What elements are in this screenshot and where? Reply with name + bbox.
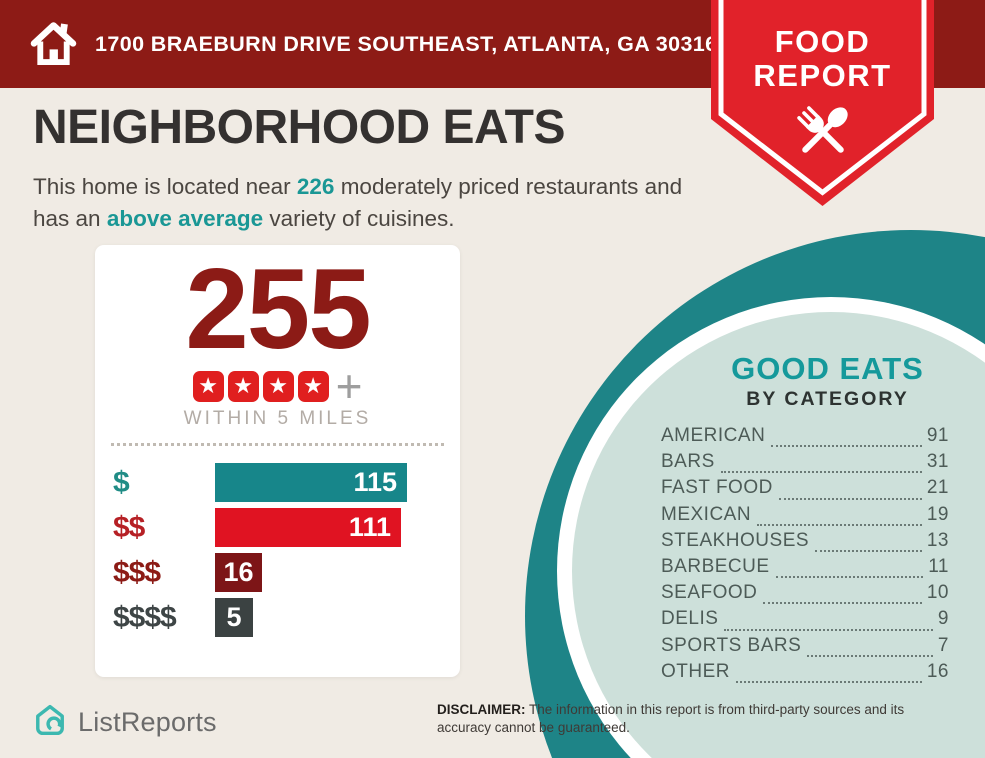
- badge-shape: [711, 0, 934, 206]
- category-name: SPORTS BARS: [661, 634, 802, 656]
- price-bar-row: $$$$ 5: [95, 598, 460, 637]
- dotted-leader: [763, 602, 922, 605]
- category-list: AMERICAN 91 BARS 31 FAST FOOD 21 MEXICAN 19 STEA…: [661, 425, 949, 687]
- rating-stars: ★ ★ ★ ★ +: [95, 360, 460, 412]
- price-bar-value: 111: [348, 512, 391, 542]
- price-level-label: $$: [113, 510, 145, 544]
- dotted-leader: [720, 471, 922, 474]
- disclaimer-label: DISCLAIMER:: [437, 702, 526, 717]
- price-bar-chart: $115 $$ 111 $$$ 16 $$$$ 5: [95, 463, 460, 637]
- good-eats-subtitle: BY CATEGORY: [746, 388, 909, 410]
- variety-highlight: above average: [106, 205, 264, 231]
- dotted-leader: [778, 497, 922, 500]
- price-level-label: $$$: [113, 555, 161, 589]
- category-row: STEAKHOUSES 13: [661, 530, 949, 556]
- dotted-leader: [775, 576, 924, 579]
- price-bar-row: $$ 111: [95, 508, 460, 547]
- disclaimer: DISCLAIMER: The information in this repo…: [437, 701, 949, 737]
- disclaimer-text: The information in this report is from t…: [437, 702, 905, 736]
- brand-name: ListReports: [78, 707, 217, 737]
- category-name: DELIS: [661, 608, 719, 630]
- price-bar: 16: [215, 553, 262, 592]
- dotted-leader: [815, 549, 922, 552]
- restaurant-summary-card: 255 ★ ★ ★ ★ + WITHIN 5 MILES $115 $$ 111 $$$ 16…: [95, 245, 460, 677]
- category-count: 19: [926, 503, 949, 525]
- utensils-crossed-icon: [787, 96, 859, 173]
- price-bar-row: $$$ 16: [95, 553, 460, 592]
- star-icon: ★: [262, 370, 294, 402]
- price-bar: 5: [215, 598, 253, 637]
- total-restaurants-number: 255: [185, 246, 371, 373]
- price-bar-value: 5: [226, 602, 242, 632]
- category-count: 10: [926, 582, 949, 604]
- category-name: BARS: [661, 451, 715, 473]
- price-bar-value: 16: [223, 557, 254, 587]
- restaurant-count: 226: [296, 174, 335, 199]
- price-level-label: $: [113, 465, 130, 499]
- category-name: BARBECUE: [661, 555, 770, 577]
- food-report-badge: FOOD REPORT: [711, 0, 934, 206]
- star-icon: ★: [192, 370, 224, 402]
- category-row: FAST FOOD 21: [661, 477, 949, 503]
- category-name: SEAFOOD: [661, 582, 758, 604]
- price-bar: 111: [215, 508, 401, 547]
- listreports-house-icon: [30, 700, 70, 745]
- category-name: FAST FOOD: [661, 477, 773, 499]
- category-row: SEAFOOD 10: [661, 582, 949, 608]
- dotted-leader: [771, 445, 922, 448]
- category-count: 13: [926, 529, 949, 551]
- category-name: AMERICAN: [661, 425, 766, 446]
- dotted-leader: [807, 654, 933, 657]
- page-subtitle: This home is located near 226 moderately…: [33, 171, 723, 235]
- star-icon: ★: [227, 370, 259, 402]
- star-tiles: ★ ★ ★ ★: [192, 370, 329, 402]
- category-row: BARS 31: [661, 451, 949, 477]
- home-icon: [30, 16, 77, 76]
- category-row: SPORTS BARS 7: [661, 635, 949, 661]
- category-row: MEXICAN 19: [661, 504, 949, 530]
- subtitle-text: This home is located near: [33, 174, 297, 199]
- category-count: 9: [937, 608, 949, 630]
- brand-logo: ListReports: [30, 700, 217, 745]
- category-count: 7: [937, 634, 949, 656]
- category-count: 21: [926, 477, 949, 499]
- category-name: OTHER: [661, 660, 730, 682]
- dotted-leader: [757, 523, 922, 526]
- category-count: 16: [926, 660, 949, 682]
- category-row: OTHER 16: [661, 661, 949, 687]
- category-row: DELIS 9: [661, 608, 949, 634]
- dotted-leader: [736, 680, 922, 683]
- price-bar-row: $115: [95, 463, 460, 502]
- category-count: 11: [928, 555, 949, 577]
- subtitle-text: variety of cuisines.: [263, 205, 455, 231]
- radius-caption: WITHIN 5 MILES: [183, 408, 372, 429]
- good-eats-header: GOOD EATS BY CATEGORY: [655, 351, 985, 411]
- category-row: AMERICAN 91: [661, 425, 949, 451]
- category-row: BARBECUE 11: [661, 556, 949, 582]
- category-count: 31: [926, 451, 949, 473]
- price-bar-value: 115: [353, 467, 397, 497]
- property-address: 1700 BRAEBURN DRIVE SOUTHEAST, ATLANTA, …: [95, 31, 718, 56]
- subtitle-text: moderately priced restaurants and has an: [33, 174, 683, 231]
- category-name: MEXICAN: [661, 503, 752, 525]
- price-level-label: $$$$: [113, 600, 177, 634]
- dotted-leader: [724, 628, 933, 631]
- good-eats-title: GOOD EATS: [731, 351, 924, 386]
- star-icon: ★: [297, 370, 329, 402]
- badge-title-line2: REPORT: [753, 58, 892, 93]
- price-bar: 115: [215, 463, 407, 502]
- plus-sign: +: [335, 360, 363, 412]
- badge-title-line1: FOOD: [774, 24, 871, 59]
- dotted-divider: [111, 443, 444, 446]
- category-name: STEAKHOUSES: [661, 529, 810, 551]
- page-title: NEIGHBORHOOD EATS: [33, 101, 565, 154]
- category-count: 91: [926, 425, 949, 446]
